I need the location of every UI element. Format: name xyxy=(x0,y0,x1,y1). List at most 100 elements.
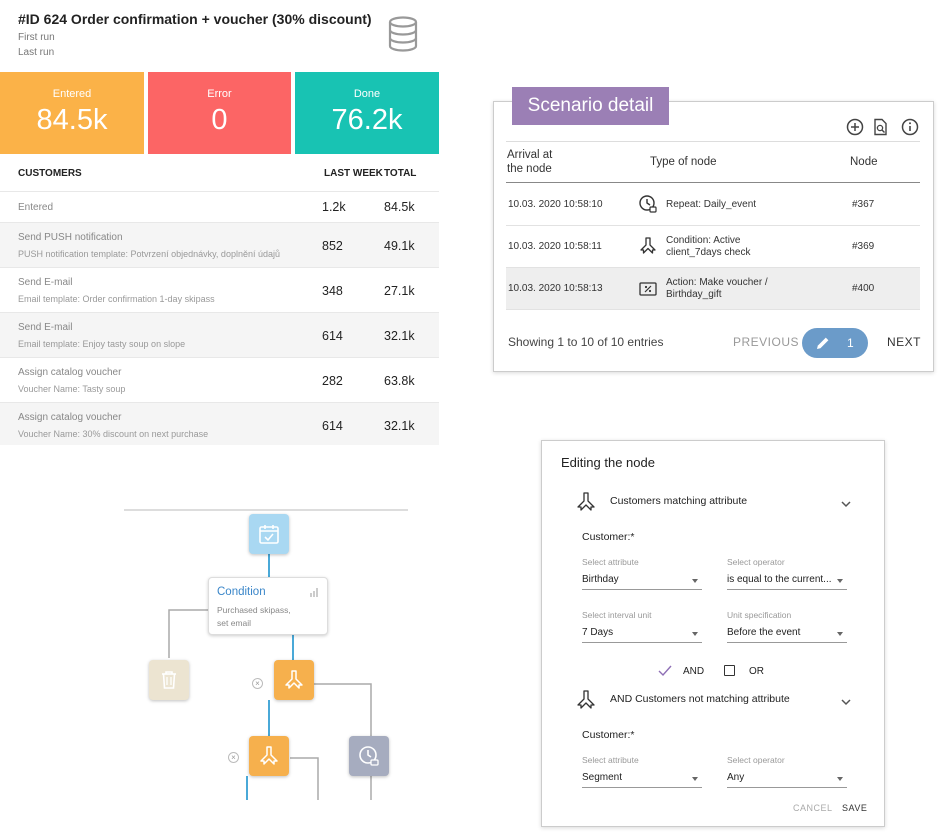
split-arrows-icon xyxy=(640,237,656,254)
table-row[interactable]: Entered 1.2k 84.5k xyxy=(0,191,439,222)
table-row[interactable]: Assign catalog voucher Voucher Name: 30%… xyxy=(0,402,439,445)
divider xyxy=(506,141,920,142)
row-last-week: 348 xyxy=(322,284,343,298)
select-value: is equal to the current... xyxy=(727,574,832,585)
flow-condition-card[interactable]: Condition Purchased skipass, set email xyxy=(208,577,328,635)
row-title: Assign catalog voucher xyxy=(18,367,122,378)
dropdown-arrow-icon xyxy=(692,632,698,636)
select-operator[interactable]: Any xyxy=(727,771,847,788)
header-divider xyxy=(506,182,920,183)
row-detail: Email template: Order confirmation 1-day… xyxy=(18,294,215,304)
condition-desc-1: Purchased skipass, xyxy=(217,605,291,615)
info-icon[interactable] xyxy=(901,118,919,136)
dropdown-arrow-icon xyxy=(837,777,843,781)
chevron-down-icon[interactable] xyxy=(840,696,852,708)
unit-specification[interactable]: Before the event xyxy=(727,626,847,643)
save-button[interactable]: SAVE xyxy=(842,803,868,813)
edit-node-title: Editing the node xyxy=(561,455,655,470)
flow-node-timer[interactable] xyxy=(349,736,389,776)
select-value: Before the event xyxy=(727,627,801,638)
select-attribute[interactable]: Birthday xyxy=(582,573,702,590)
scenario-detail-title: Scenario detail xyxy=(512,87,669,125)
table-row[interactable]: Send E-mail Email template: Enjoy tasty … xyxy=(0,312,439,357)
database-icon[interactable] xyxy=(387,16,419,52)
campaign-title: #ID 624 Order confirmation + voucher (30… xyxy=(18,11,372,27)
row-detail: Email template: Enjoy tasty soup on slop… xyxy=(18,339,186,349)
dropdown-arrow-icon xyxy=(837,632,843,636)
section-title[interactable]: Customers matching attribute xyxy=(610,495,748,507)
row-last-week: 852 xyxy=(322,239,343,253)
row-date: 10.03. 2020 10:58:13 xyxy=(508,283,603,294)
stats-icon[interactable] xyxy=(310,588,319,597)
col-header-customers: CUSTOMERS xyxy=(18,168,82,179)
and-label: AND xyxy=(683,666,705,677)
select-attribute-label: Select attribute xyxy=(582,755,639,765)
select-attribute[interactable]: Segment xyxy=(582,771,702,788)
table-row[interactable]: 10.03. 2020 10:58:11 Condition: Active c… xyxy=(506,226,920,268)
table-row[interactable]: 10.03. 2020 10:58:10 Repeat: Daily_event… xyxy=(506,184,920,226)
flow-connectors xyxy=(124,509,408,800)
row-type: Action: Make voucher / xyxy=(666,277,768,288)
edit-node-panel: Editing the node Customers matching attr… xyxy=(541,440,885,827)
page-button[interactable]: 1 xyxy=(802,328,868,358)
stat-value: 84.5k xyxy=(36,104,108,136)
trash-icon xyxy=(162,671,176,689)
and-checkbox-checked-icon[interactable] xyxy=(658,665,672,677)
calendar-check-icon xyxy=(259,525,279,544)
remove-branch-icon[interactable]: × xyxy=(228,752,239,763)
previous-button[interactable]: PREVIOUS xyxy=(733,335,800,349)
row-total: 49.1k xyxy=(384,239,415,253)
row-node: #400 xyxy=(852,283,875,294)
chevron-down-icon[interactable] xyxy=(840,498,852,510)
table-row[interactable]: Send PUSH notification PUSH notification… xyxy=(0,222,439,267)
table-row[interactable]: Send E-mail Email template: Order confir… xyxy=(0,267,439,312)
stat-label: Entered xyxy=(52,88,92,100)
select-operator-label: Select operator xyxy=(727,755,785,765)
search-document-icon[interactable] xyxy=(872,118,890,136)
row-title: Entered xyxy=(18,202,54,213)
add-circle-icon[interactable] xyxy=(846,118,864,136)
customer-label: Customer:* xyxy=(582,531,635,543)
stat-value: 0 xyxy=(211,104,228,136)
flow-node-split-2[interactable] xyxy=(249,736,289,776)
last-run-label: Last run xyxy=(18,47,55,58)
table-row[interactable]: 10.03. 2020 10:58:13 Action: Make vouche… xyxy=(506,268,920,310)
customer-label: Customer:* xyxy=(582,729,635,741)
stat-tile-entered: Entered 84.5k xyxy=(0,72,144,154)
remove-branch-icon[interactable]: × xyxy=(252,678,263,689)
condition-title: Condition xyxy=(217,586,266,598)
select-interval-unit[interactable]: 7 Days xyxy=(582,626,702,643)
dropdown-arrow-icon xyxy=(837,579,843,583)
row-type-2: client_7days check xyxy=(666,247,751,258)
select-operator[interactable]: is equal to the current... xyxy=(727,573,847,590)
row-detail: Voucher Name: Tasty soup xyxy=(18,384,126,394)
cancel-button[interactable]: CANCEL xyxy=(793,803,833,813)
row-node: #369 xyxy=(852,241,875,252)
row-date: 10.03. 2020 10:58:11 xyxy=(508,241,602,252)
row-last-week: 614 xyxy=(322,419,343,433)
select-value: Segment xyxy=(582,772,623,783)
split-arrows-icon xyxy=(260,746,278,765)
stat-tile-done: Done 76.2k xyxy=(295,72,439,154)
row-title: Assign catalog voucher xyxy=(18,412,122,423)
unit-specification-label: Unit specification xyxy=(727,610,792,620)
flow-node-start[interactable] xyxy=(249,514,289,554)
section-title[interactable]: AND Customers not matching attribute xyxy=(610,693,790,705)
row-detail: Voucher Name: 30% discount on next purch… xyxy=(18,429,209,439)
flow-node-split-1[interactable] xyxy=(274,660,314,700)
col-header-node: Node xyxy=(850,156,878,168)
col-header-arrival-2: the node xyxy=(507,163,552,175)
row-last-week: 614 xyxy=(322,329,343,343)
select-attribute-label: Select attribute xyxy=(582,557,639,567)
table-row[interactable]: Assign catalog voucher Voucher Name: Tas… xyxy=(0,357,439,402)
row-total: 27.1k xyxy=(384,284,415,298)
dropdown-arrow-icon xyxy=(692,777,698,781)
select-value: Birthday xyxy=(582,574,619,585)
stat-label: Error xyxy=(207,88,232,100)
row-total: 63.8k xyxy=(384,374,415,388)
flow-diagram: Condition Purchased skipass, set email ×… xyxy=(110,500,430,800)
next-button[interactable]: NEXT xyxy=(887,335,922,349)
dropdown-arrow-icon xyxy=(692,579,698,583)
or-checkbox[interactable] xyxy=(724,665,735,676)
flow-node-trash[interactable] xyxy=(149,660,189,700)
